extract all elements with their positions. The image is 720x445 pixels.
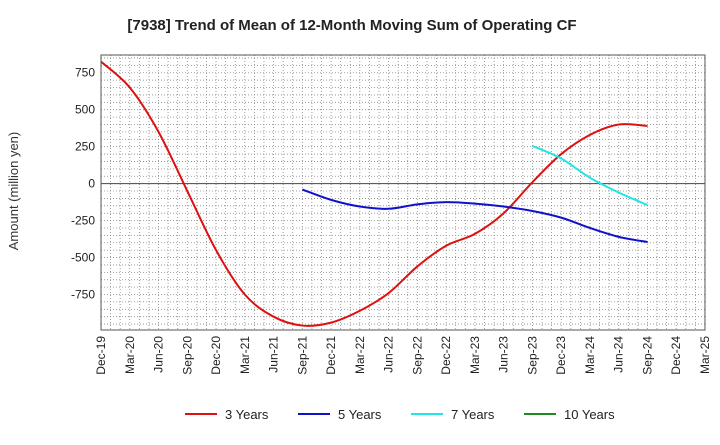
series-layer	[100, 60, 648, 327]
legend-label-3-years: 3 Years	[225, 407, 269, 422]
x-tick-label: Jun-24	[612, 336, 626, 373]
x-tick-label: Sep-21	[295, 336, 309, 375]
series-line-7-years	[532, 145, 648, 206]
y-tick-label: 750	[75, 66, 95, 80]
y-tick-labels: 750 500 250 0 -250 -500 -750	[71, 66, 95, 302]
x-tick-label: Jun-23	[497, 336, 511, 373]
y-tick-label: 500	[75, 103, 95, 117]
x-tick-label: Dec-19	[94, 336, 108, 375]
series-line-3-years	[100, 60, 648, 327]
x-tick-label: Mar-22	[353, 336, 367, 374]
x-tick-label: Dec-23	[554, 336, 568, 375]
legend-label-7-years: 7 Years	[451, 407, 495, 422]
series-line-5-years	[301, 188, 648, 244]
x-tick-label: Jun-22	[382, 336, 396, 373]
y-tick-label: 0	[88, 177, 95, 191]
x-tick-label: Mar-20	[123, 336, 137, 374]
legend-label-10-years: 10 Years	[564, 407, 615, 422]
x-tick-label: Sep-20	[180, 336, 194, 375]
x-tick-label: Mar-25	[698, 336, 712, 374]
y-axis-label: Amount (million yen)	[6, 132, 21, 251]
legend: 3 Years 5 Years 7 Years 10 Years	[185, 407, 615, 422]
x-tick-label: Mar-21	[238, 336, 252, 374]
plot-frame	[100, 54, 706, 331]
x-tick-label: Dec-21	[324, 336, 338, 375]
x-tick-label: Dec-24	[669, 336, 683, 375]
y-tick-label: -750	[71, 288, 95, 302]
x-tick-label: Mar-24	[583, 336, 597, 374]
grid-layer	[101, 55, 705, 330]
x-tick-labels: Dec-19 Mar-20 Jun-20 Sep-20 Dec-20 Mar-21 Jun-…	[94, 336, 712, 375]
y-tick-label: 250	[75, 140, 95, 154]
x-tick-label: Jun-21	[267, 336, 281, 373]
x-tick-label: Dec-22	[439, 336, 453, 375]
x-tick-label: Jun-20	[152, 336, 166, 373]
x-tick-label: Dec-20	[209, 336, 223, 375]
legend-label-5-years: 5 Years	[338, 407, 382, 422]
y-tick-label: -250	[71, 214, 95, 228]
x-tick-label: Sep-24	[640, 336, 654, 375]
chart-title: [7938] Trend of Mean of 12-Month Moving …	[127, 17, 576, 34]
x-tick-label: Sep-22	[410, 336, 424, 375]
y-tick-label: -500	[71, 251, 95, 265]
x-tick-label: Mar-23	[468, 336, 482, 374]
x-tick-label: Sep-23	[525, 336, 539, 375]
